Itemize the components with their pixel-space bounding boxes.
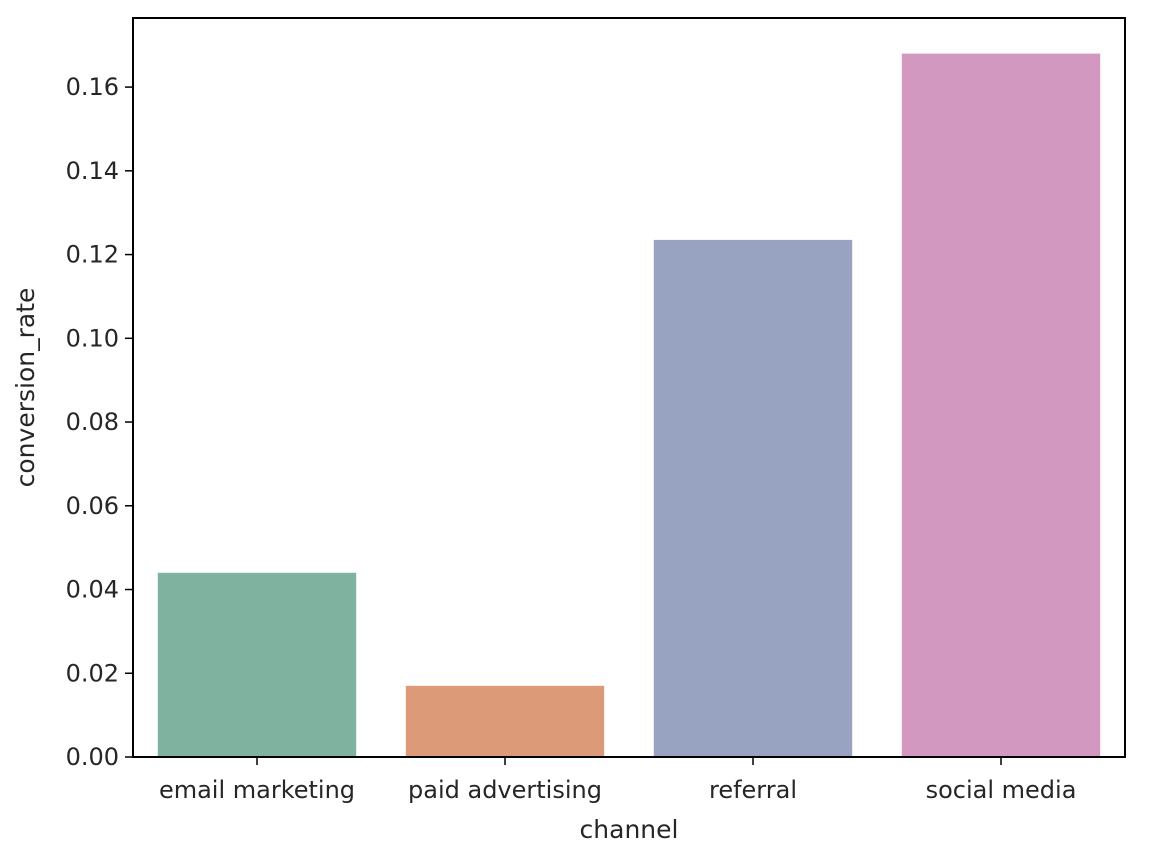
y-tick-label: 0.02 (66, 659, 119, 687)
y-tick-label: 0.06 (66, 492, 119, 520)
y-tick-label: 0.16 (66, 73, 119, 101)
y-axis-ticks: 0.00 0.02 0.04 0.06 0.08 0.10 0.12 0.14 0.16 (66, 73, 133, 771)
x-tick-label: email marketing (159, 776, 355, 804)
bar-email-marketing (157, 572, 357, 757)
x-axis-label: channel (580, 815, 679, 844)
y-tick-label: 0.14 (66, 157, 119, 185)
bar-paid-advertising (405, 685, 605, 757)
bar-social-media (901, 53, 1101, 757)
y-tick-label: 0.00 (66, 743, 119, 771)
x-tick-label: social media (926, 776, 1077, 804)
y-tick-label: 0.12 (66, 241, 119, 269)
plot-frame (132, 17, 1126, 758)
y-tick-label: 0.04 (66, 576, 119, 604)
bars-group (157, 53, 1101, 757)
y-tick-label: 0.08 (66, 408, 119, 436)
x-tick-label: paid advertising (408, 776, 602, 804)
y-tick-label: 0.10 (66, 324, 119, 352)
y-axis-label: conversion_rate (11, 288, 40, 488)
x-axis-ticks: email marketing paid advertising referral s… (159, 757, 1076, 804)
bar-referral (653, 239, 853, 757)
x-tick-label: referral (709, 776, 797, 804)
